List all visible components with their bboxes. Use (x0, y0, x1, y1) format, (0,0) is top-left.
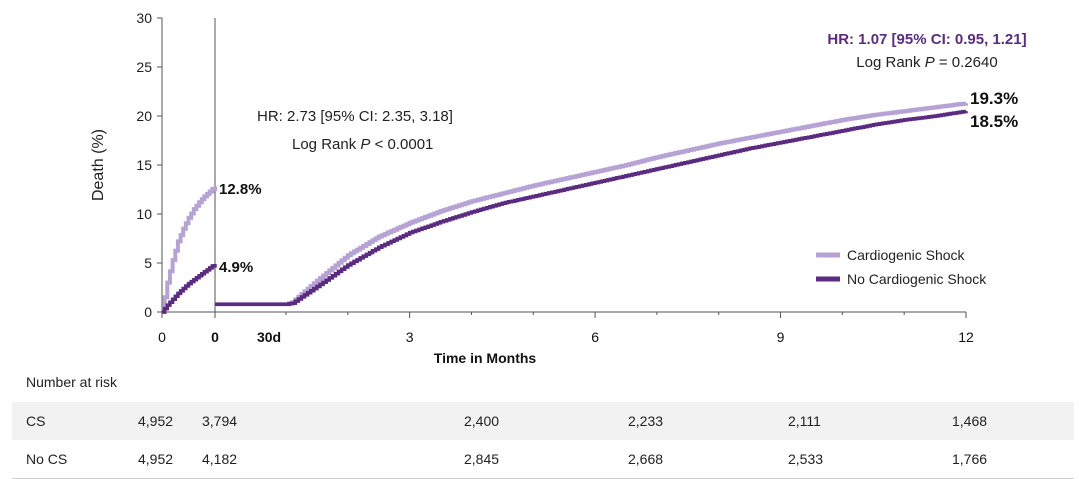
risk-cell: 1,468 (952, 413, 988, 429)
risk-group-label: No CS (26, 451, 68, 467)
legend-label-cs: Cardiogenic Shock (847, 247, 966, 263)
y-tick-label: 30 (136, 10, 152, 26)
x-tick-label: 12 (958, 329, 974, 345)
late-logrank-annotation: Log Rank P = 0.2640 (856, 54, 997, 71)
risk-cell: 2,533 (788, 451, 824, 467)
risk-group-label: CS (26, 413, 46, 429)
early-logrank-annotation: Log Rank P < 0.0001 (292, 136, 433, 153)
x-axis-label: Time in Months (434, 350, 537, 366)
risk-cell: 2,233 (628, 413, 664, 429)
y-tick-label: 10 (136, 206, 152, 222)
y-tick-label: 20 (136, 108, 152, 124)
risk-row-cs: CS 4,952 3,794 2,400 2,233 2,111 1,468 (12, 402, 1074, 440)
risk-cell: 4,952 (138, 451, 174, 467)
early-hr-annotation: HR: 2.73 [95% CI: 2.35, 3.18] (257, 108, 453, 125)
x-axis: 0 0 30d 3 6 9 12 Time in Months (158, 18, 974, 366)
late-hr-annotation: HR: 1.07 [95% CI: 0.95, 1.21] (827, 31, 1026, 48)
early-end-label-cs: 12.8% (219, 181, 262, 198)
risk-cell: 2,668 (628, 451, 664, 467)
series-line-early-nocs (162, 264, 217, 314)
x-tick-label: 30d (257, 329, 281, 345)
y-axis: 0 5 10 15 20 25 30 Death (%) (90, 10, 163, 320)
x-tick-label: 6 (591, 329, 599, 345)
x-tick-label: 0 (158, 329, 166, 345)
risk-cell: 4,182 (202, 451, 238, 467)
x-tick-label: 3 (406, 329, 414, 345)
end-label-nocs: 18.5% (970, 112, 1018, 131)
legend-label-nocs: No Cardiogenic Shock (847, 271, 987, 287)
series-line-late-cs (215, 101, 968, 307)
y-tick-label: 25 (136, 59, 152, 75)
risk-cell: 2,400 (464, 413, 500, 429)
y-tick-label: 15 (136, 157, 152, 173)
x-tick-label: 9 (777, 329, 785, 345)
y-tick-label: 0 (144, 304, 152, 320)
x-ticks: 0 0 30d 3 6 9 12 (158, 312, 974, 345)
risk-cell: 2,111 (788, 413, 821, 429)
risk-cell: 3,794 (202, 413, 238, 429)
x-tick-label: 0 (211, 329, 219, 345)
series-lines (162, 101, 968, 314)
series-line-early-cs (162, 186, 217, 314)
legend: Cardiogenic Shock No Cardiogenic Shock (816, 247, 987, 287)
risk-table: CS 4,952 3,794 2,400 2,233 2,111 1,468 N… (12, 402, 1074, 479)
risk-table-title: Number at risk (26, 374, 118, 390)
y-ticks: 0 5 10 15 20 25 30 (136, 10, 162, 320)
end-label-cs: 19.3% (970, 89, 1018, 108)
y-tick-label: 5 (144, 255, 152, 271)
series-line-late-nocs (215, 109, 968, 306)
risk-cell: 1,766 (952, 451, 988, 467)
risk-row-nocs: No CS 4,952 4,182 2,845 2,668 2,533 1,76… (12, 440, 1074, 479)
early-end-label-nocs: 4.9% (219, 259, 253, 276)
risk-cell: 4,952 (138, 413, 174, 429)
risk-cell: 2,845 (464, 451, 500, 467)
y-axis-label: Death (%) (90, 129, 107, 201)
